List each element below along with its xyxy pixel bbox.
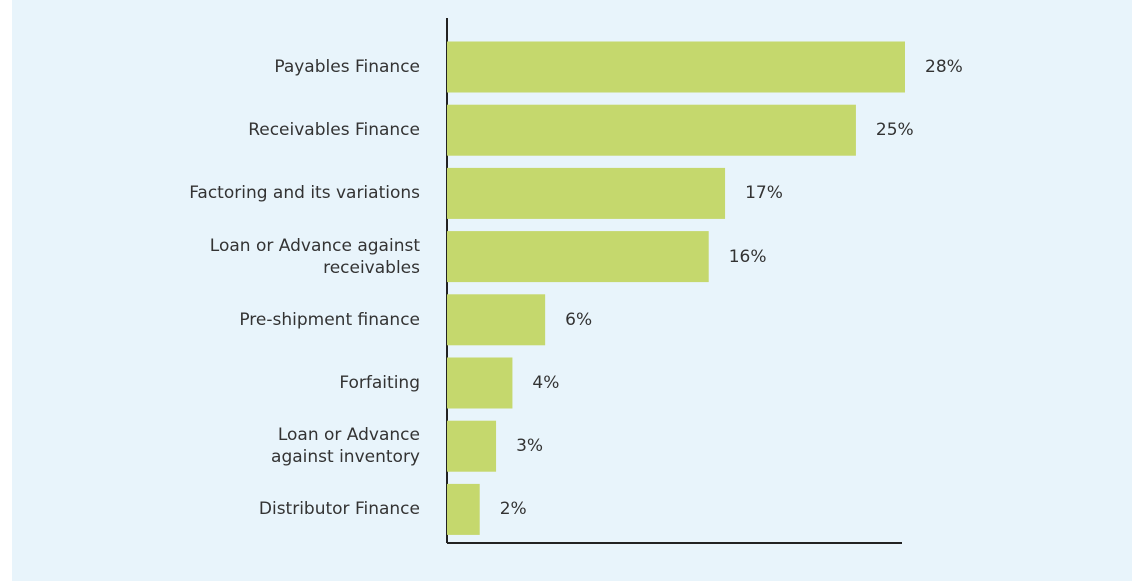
background	[12, 0, 1132, 581]
bar	[447, 483, 480, 535]
category-label: Loan or Advance against receivables	[209, 235, 420, 278]
category-label: Factoring and its variations	[189, 183, 420, 204]
category-label: Pre-shipment finance	[239, 309, 420, 330]
value-label: 17%	[745, 183, 783, 204]
category-label: Receivables Finance	[248, 120, 420, 141]
value-label: 4%	[532, 373, 560, 393]
value-label: 6%	[565, 309, 593, 330]
bar	[447, 420, 497, 472]
bar	[447, 357, 513, 409]
category-label: Forfaiting	[339, 373, 420, 393]
value-label: 2%	[499, 499, 527, 520]
bar	[447, 167, 726, 219]
bar	[447, 294, 546, 346]
category-label: Payables Finance	[274, 57, 420, 77]
value-label: 16%	[728, 246, 767, 267]
value-label: 3%	[516, 436, 544, 457]
category-label: Distributor Finance	[258, 499, 420, 520]
value-label: 28%	[925, 57, 963, 77]
value-label: 25%	[875, 120, 914, 141]
bar	[447, 41, 905, 93]
bar	[447, 104, 856, 156]
category-label: Loan or Advance against inventory	[271, 425, 420, 468]
bar	[447, 231, 709, 283]
